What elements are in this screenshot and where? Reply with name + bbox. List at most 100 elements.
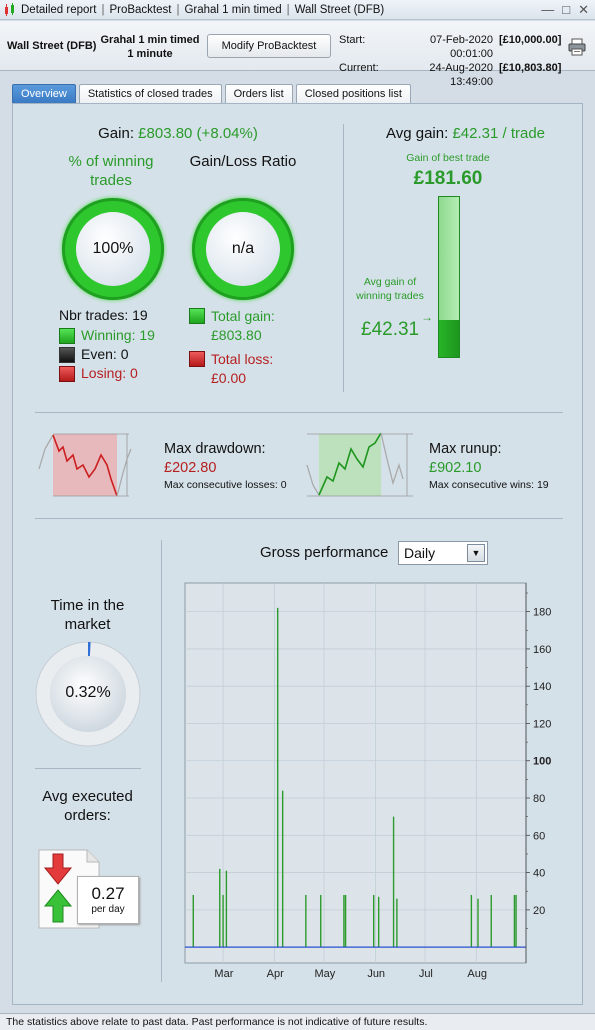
- y-tick-label: 160: [533, 644, 551, 656]
- nbr-trades: Nbr trades: 19: [59, 307, 148, 323]
- best-trade-value: £181.60: [413, 168, 483, 189]
- start-label: Start:: [339, 34, 366, 46]
- winning-count: Winning: 19: [81, 327, 155, 343]
- max-runup-value: £902.10: [429, 460, 482, 476]
- avg-winning-label: Avg gain of winning trades: [356, 276, 424, 302]
- modify-probacktest-button[interactable]: Modify ProBacktest: [207, 34, 331, 58]
- chevron-down-icon[interactable]: ▼: [467, 544, 485, 562]
- close-button[interactable]: ✕: [578, 2, 589, 17]
- breadcrumb-probacktest[interactable]: ProBacktest: [109, 3, 172, 16]
- avg-orders-card: 0.27 per day: [77, 876, 139, 924]
- strategy-name: Grahal 1 min timed 1 minute: [96, 33, 204, 61]
- gain-label: Gain:: [98, 125, 134, 142]
- start-capital: [£10,000.00]: [499, 34, 562, 46]
- report-tabs: Overview Statistics of closed trades Ord…: [12, 84, 411, 103]
- time-in-market-value: 0.32%: [65, 684, 111, 701]
- tab-statistics-closed-trades[interactable]: Statistics of closed trades: [78, 84, 222, 103]
- max-drawdown-label: Max drawdown:: [164, 441, 266, 457]
- winning-swatch: [59, 328, 75, 344]
- x-tick-label: May: [314, 968, 335, 980]
- chart-plot-area: [184, 582, 527, 964]
- max-drawdown-value: £202.80: [164, 460, 217, 476]
- time-in-market-title: Time in the market: [50, 597, 125, 633]
- divider-horizontal: [35, 768, 141, 769]
- gain-loss-ratio-value: n/a: [206, 212, 280, 286]
- divider-vertical: [161, 540, 162, 982]
- avg-winning-value: £42.31: [361, 319, 420, 340]
- strategy-name-line1: Grahal 1 min timed: [100, 34, 200, 46]
- avg-orders-value: 0.27: [91, 884, 125, 903]
- chart-gridlines: [185, 583, 526, 963]
- breadcrumb-separator: |: [286, 3, 290, 16]
- total-gain-label: Total gain:: [211, 308, 275, 324]
- winning-pct-ring: 100%: [62, 198, 164, 300]
- max-consecutive-losses: Max consecutive losses: 0: [164, 479, 287, 491]
- divider-vertical: [343, 124, 344, 392]
- avg-gain-gauge-fill: [439, 320, 459, 357]
- divider-horizontal: [35, 412, 563, 413]
- winning-title: % of winning trades: [68, 153, 154, 189]
- title-bar: Detailed report | ProBacktest | Grahal 1…: [0, 0, 595, 20]
- current-date: 24-Aug-2020 13:49:00: [429, 62, 493, 88]
- current-capital: [£10,803.80]: [499, 62, 562, 74]
- total-gain-swatch: [189, 308, 205, 324]
- runup-sparkline: [306, 432, 413, 497]
- avg-gain-summary: Avg gain: £42.31 / trade: [353, 125, 578, 142]
- total-loss-swatch: [189, 351, 205, 367]
- total-loss-value: £0.00: [211, 370, 247, 386]
- avg-gain-value: £42.31 / trade: [452, 125, 546, 142]
- total-loss: Total loss: £0.00: [211, 350, 273, 388]
- gross-performance-title: Gross performance: [260, 544, 389, 561]
- strategy-timeframe: 1 minute: [127, 48, 173, 60]
- tab-closed-positions-list[interactable]: Closed positions list: [295, 84, 411, 103]
- maximize-button[interactable]: □: [562, 2, 571, 17]
- avg-gain-label: Avg gain:: [385, 125, 449, 142]
- current-label: Current:: [339, 62, 379, 74]
- backtest-period: Start: 07-Feb-2020 00:01:00 [£10,000.00]…: [339, 33, 561, 89]
- y-tick-label: 20: [533, 905, 545, 917]
- disclaimer-footer: The statistics above relate to past data…: [0, 1013, 595, 1030]
- start-date: 07-Feb-2020 00:01:00: [430, 34, 493, 60]
- y-tick-label: 60: [533, 830, 545, 842]
- breadcrumb-strategy[interactable]: Grahal 1 min timed: [184, 3, 282, 16]
- breadcrumb-separator: |: [101, 3, 105, 16]
- minimize-button[interactable]: —: [541, 2, 555, 17]
- breadcrumb-instrument[interactable]: Wall Street (DFB): [294, 3, 385, 16]
- period-select[interactable]: Daily ▼: [398, 541, 488, 565]
- gross-performance-chart: 20 40 60 80 100 120 140 160 180 Mar Apr May Jun Jul Au…: [184, 582, 551, 980]
- gain-loss-ratio-ring: n/a: [192, 198, 294, 300]
- x-tick-label: Jun: [367, 968, 385, 980]
- y-tick-label: 140: [533, 681, 551, 693]
- losing-swatch: [59, 366, 75, 382]
- x-tick-label: Jul: [419, 968, 433, 980]
- x-tick-label: Aug: [467, 968, 487, 980]
- y-tick-label: 100: [533, 756, 551, 768]
- avg-orders-unit: per day: [91, 904, 125, 915]
- time-in-market-ring: [35, 641, 141, 747]
- best-trade-label: Gain of best trade: [406, 152, 490, 164]
- breadcrumb-detailed-report[interactable]: Detailed report: [21, 3, 97, 16]
- best-trade-gauge: [438, 196, 460, 358]
- max-runup-label: Max runup:: [429, 441, 502, 457]
- divider-horizontal: [35, 518, 563, 519]
- tab-overview[interactable]: Overview: [12, 84, 76, 103]
- y-tick-label: 80: [533, 793, 545, 805]
- losing-count: Losing: 0: [81, 365, 138, 381]
- chart-axes: 20 40 60 80 100 120 140 160 180 Mar Apr May Jun Jul Au…: [214, 583, 551, 980]
- total-gain: Total gain: £803.80: [211, 307, 275, 345]
- avg-orders-title: Avg executed orders:: [42, 788, 133, 824]
- max-consecutive-wins: Max consecutive wins: 19: [429, 479, 549, 491]
- drawdown-sparkline: [38, 433, 132, 497]
- winning-pct-value: 100%: [76, 212, 150, 286]
- ratio-title: Gain/Loss Ratio: [189, 153, 297, 170]
- y-tick-label: 120: [533, 718, 551, 730]
- pointer-arrow-icon: →: [421, 310, 433, 324]
- overview-panel: Gain: £803.80 (+8.04%) % of winning trad…: [12, 103, 583, 1005]
- total-gain-value: £803.80: [211, 327, 262, 343]
- x-tick-label: Apr: [267, 968, 284, 980]
- x-tick-label: Mar: [214, 968, 233, 980]
- y-tick-label: 40: [533, 868, 545, 880]
- print-icon[interactable]: [568, 38, 586, 56]
- y-tick-label: 180: [533, 607, 551, 619]
- tab-orders-list[interactable]: Orders list: [224, 84, 293, 103]
